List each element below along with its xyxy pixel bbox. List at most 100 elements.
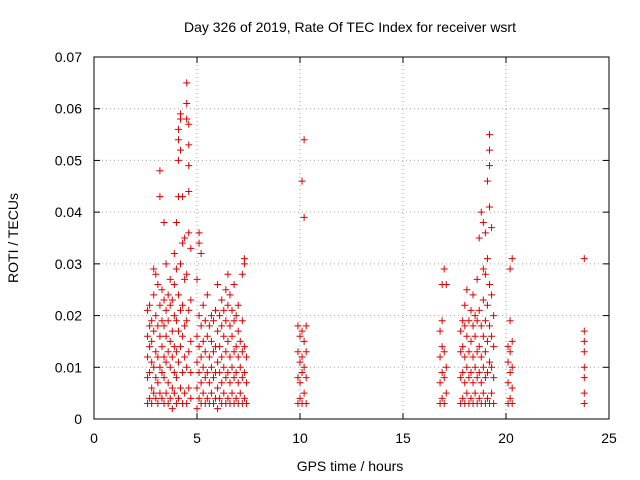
data-point [218, 379, 226, 387]
data-point [209, 317, 217, 325]
data-point [154, 379, 162, 387]
data-point [238, 317, 246, 325]
data-point [164, 399, 172, 407]
data-point [436, 327, 444, 335]
data-point [183, 317, 191, 325]
data-point [203, 368, 211, 376]
data-point [185, 348, 193, 356]
data-point [477, 379, 485, 387]
data-point [144, 353, 152, 361]
data-point [199, 301, 207, 309]
data-point [230, 317, 238, 325]
data-point [185, 120, 193, 128]
data-point [160, 374, 168, 382]
data-point [486, 146, 494, 154]
data-point [152, 348, 160, 356]
data-point [220, 306, 228, 314]
data-point [220, 332, 228, 340]
data-point [473, 374, 481, 382]
x-tick-label: 20 [498, 430, 514, 446]
x-tick-label: 15 [395, 430, 411, 446]
data-point [469, 291, 477, 299]
data-point [207, 312, 215, 320]
data-point [226, 379, 234, 387]
data-point [580, 255, 588, 263]
data-point [193, 384, 201, 392]
data-point [467, 306, 475, 314]
data-point [298, 353, 306, 361]
data-point [195, 239, 203, 247]
data-point [181, 275, 189, 283]
data-point [174, 156, 182, 164]
data-point [201, 317, 209, 325]
data-point [580, 389, 588, 397]
data-point [197, 353, 205, 361]
data-point [226, 353, 234, 361]
data-point [296, 379, 304, 387]
data-point [479, 265, 487, 273]
data-point [168, 353, 176, 361]
data-point [465, 317, 473, 325]
data-point [179, 301, 187, 309]
data-point [461, 353, 469, 361]
data-point [177, 343, 185, 351]
data-point [234, 379, 242, 387]
data-point [504, 343, 512, 351]
data-point [457, 348, 465, 356]
data-point [179, 239, 187, 247]
data-point [442, 281, 450, 289]
data-point [146, 368, 154, 376]
data-point [177, 306, 185, 314]
data-point [240, 394, 248, 402]
data-point [461, 301, 469, 309]
data-point [486, 131, 494, 139]
data-point [234, 327, 242, 335]
data-point [168, 405, 176, 413]
data-point [220, 389, 228, 397]
data-point [300, 136, 308, 144]
data-point [187, 368, 195, 376]
data-point [218, 296, 226, 304]
data-point [185, 229, 193, 237]
data-point [294, 374, 302, 382]
data-point [172, 317, 180, 325]
data-point [467, 394, 475, 402]
data-point [300, 213, 308, 221]
data-point [486, 281, 494, 289]
data-point [465, 374, 473, 382]
data-point [506, 368, 514, 376]
data-point [148, 399, 156, 407]
data-point [214, 281, 222, 289]
data-point [148, 337, 156, 345]
data-point [203, 291, 211, 299]
data-point [172, 265, 180, 273]
data-point [486, 358, 494, 366]
data-point [506, 348, 514, 356]
data-point [162, 389, 170, 397]
data-point [179, 368, 187, 376]
data-point [238, 270, 246, 278]
data-point [168, 384, 176, 392]
data-point [298, 368, 306, 376]
data-point [222, 374, 230, 382]
data-point [154, 399, 162, 407]
data-point [477, 322, 485, 330]
data-point [174, 327, 182, 335]
data-point [508, 384, 516, 392]
data-point [170, 312, 178, 320]
y-tick-label: 0.07 [55, 49, 82, 65]
data-point [302, 399, 310, 407]
data-point [465, 348, 473, 356]
data-point [483, 301, 491, 309]
data-point [438, 317, 446, 325]
data-point [440, 265, 448, 273]
data-point [483, 255, 491, 263]
data-point [230, 348, 238, 356]
data-point [177, 110, 185, 118]
data-point [162, 358, 170, 366]
data-point [177, 384, 185, 392]
data-point [144, 374, 152, 382]
data-point [203, 332, 211, 340]
data-point [197, 379, 205, 387]
